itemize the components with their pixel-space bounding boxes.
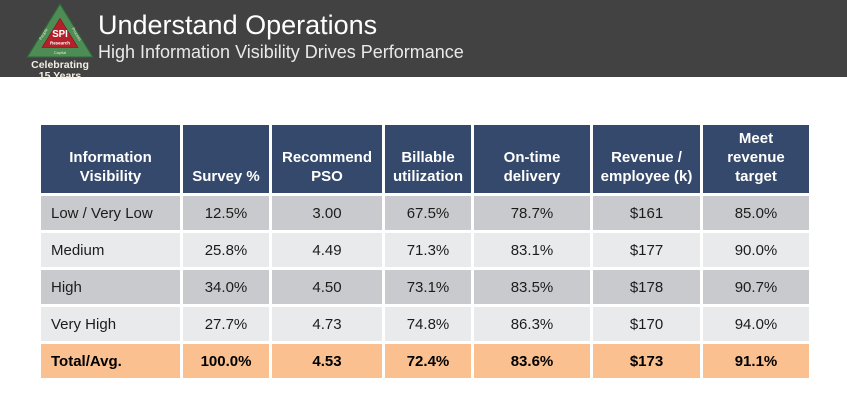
col-header-survey-pct: Survey % xyxy=(180,122,272,196)
logo-tagline: Celebrating 15 Years xyxy=(22,60,98,82)
cell-meet-revenue-target: 85.0% xyxy=(700,193,812,233)
cell-revenue-employee: $173 xyxy=(590,341,703,381)
cell-revenue-employee: $170 xyxy=(590,304,703,344)
logo-triangle-icon: SPI Research People Process Capital xyxy=(26,3,94,58)
row-label: Medium xyxy=(38,230,183,270)
logo-tagline-line2: 15 Years xyxy=(38,70,82,82)
cell-on-time-delivery: 83.1% xyxy=(471,230,593,270)
cell-billable-utilization: 74.8% xyxy=(382,304,474,344)
cell-survey-pct: 34.0% xyxy=(180,267,272,307)
slide-subtitle: High Information Visibility Drives Perfo… xyxy=(98,42,464,62)
row-label: Total/Avg. xyxy=(38,341,183,381)
cell-meet-revenue-target: 90.7% xyxy=(700,267,812,307)
table-row-medium: Medium 25.8% 4.49 71.3% 83.1% $177 90.0% xyxy=(38,230,812,270)
cell-recommend-pso: 4.50 xyxy=(269,267,385,307)
header-band: SPI Research People Process Capital Cele… xyxy=(0,0,847,82)
col-header-revenue-employee: Revenue / employee (k) xyxy=(590,122,703,196)
cell-revenue-employee: $178 xyxy=(590,267,703,307)
cell-survey-pct: 25.8% xyxy=(180,230,272,270)
cell-recommend-pso: 3.00 xyxy=(269,193,385,233)
cell-billable-utilization: 67.5% xyxy=(382,193,474,233)
table-row-high: High 34.0% 4.50 73.1% 83.5% $178 90.7% xyxy=(38,267,812,307)
col-header-on-time-delivery: On-time delivery xyxy=(471,122,593,196)
cell-recommend-pso: 4.49 xyxy=(269,230,385,270)
cell-survey-pct: 12.5% xyxy=(180,193,272,233)
cell-on-time-delivery: 83.5% xyxy=(471,267,593,307)
col-header-recommend-pso: Recommend PSO xyxy=(269,122,385,196)
logo-inner-line1: SPI xyxy=(52,29,68,40)
table-header-row: Information Visibility Survey % Recommen… xyxy=(38,122,812,196)
cell-meet-revenue-target: 94.0% xyxy=(700,304,812,344)
row-label: Low / Very Low xyxy=(38,193,183,233)
row-label: High xyxy=(38,267,183,307)
col-header-information-visibility: Information Visibility xyxy=(38,122,183,196)
cell-survey-pct: 27.7% xyxy=(180,304,272,344)
cell-billable-utilization: 71.3% xyxy=(382,230,474,270)
cell-recommend-pso: 4.73 xyxy=(269,304,385,344)
col-header-meet-revenue-target: Meet revenue target xyxy=(700,122,812,196)
cell-revenue-employee: $161 xyxy=(590,193,703,233)
logo-edge-right-label: Process xyxy=(71,27,83,42)
table-row-very-high: Very High 27.7% 4.73 74.8% 86.3% $170 94… xyxy=(38,304,812,344)
logo-tagline-line1: Celebrating xyxy=(31,59,89,71)
spi-research-logo: SPI Research People Process Capital Cele… xyxy=(22,3,98,82)
cell-recommend-pso: 4.53 xyxy=(269,341,385,381)
slide-title: Understand Operations xyxy=(98,10,378,40)
cell-on-time-delivery: 78.7% xyxy=(471,193,593,233)
row-label: Very High xyxy=(38,304,183,344)
logo-inner-line2: Research xyxy=(50,41,70,46)
cell-meet-revenue-target: 91.1% xyxy=(700,341,812,381)
cell-survey-pct: 100.0% xyxy=(180,341,272,381)
cell-on-time-delivery: 86.3% xyxy=(471,304,593,344)
cell-revenue-employee: $177 xyxy=(590,230,703,270)
cell-billable-utilization: 73.1% xyxy=(382,267,474,307)
cell-billable-utilization: 72.4% xyxy=(382,341,474,381)
table-row-total-avg: Total/Avg. 100.0% 4.53 72.4% 83.6% $173 … xyxy=(38,341,812,381)
logo-edge-left-label: People xyxy=(38,27,49,41)
information-visibility-table: Information Visibility Survey % Recommen… xyxy=(38,122,812,381)
col-header-billable-utilization: Billable utilization xyxy=(382,122,474,196)
cell-meet-revenue-target: 90.0% xyxy=(700,230,812,270)
title-block: Understand Operations High Information V… xyxy=(98,10,464,63)
table-row-low-very-low: Low / Very Low 12.5% 3.00 67.5% 78.7% $1… xyxy=(38,193,812,233)
logo-edge-bottom-label: Capital xyxy=(54,50,67,55)
cell-on-time-delivery: 83.6% xyxy=(471,341,593,381)
